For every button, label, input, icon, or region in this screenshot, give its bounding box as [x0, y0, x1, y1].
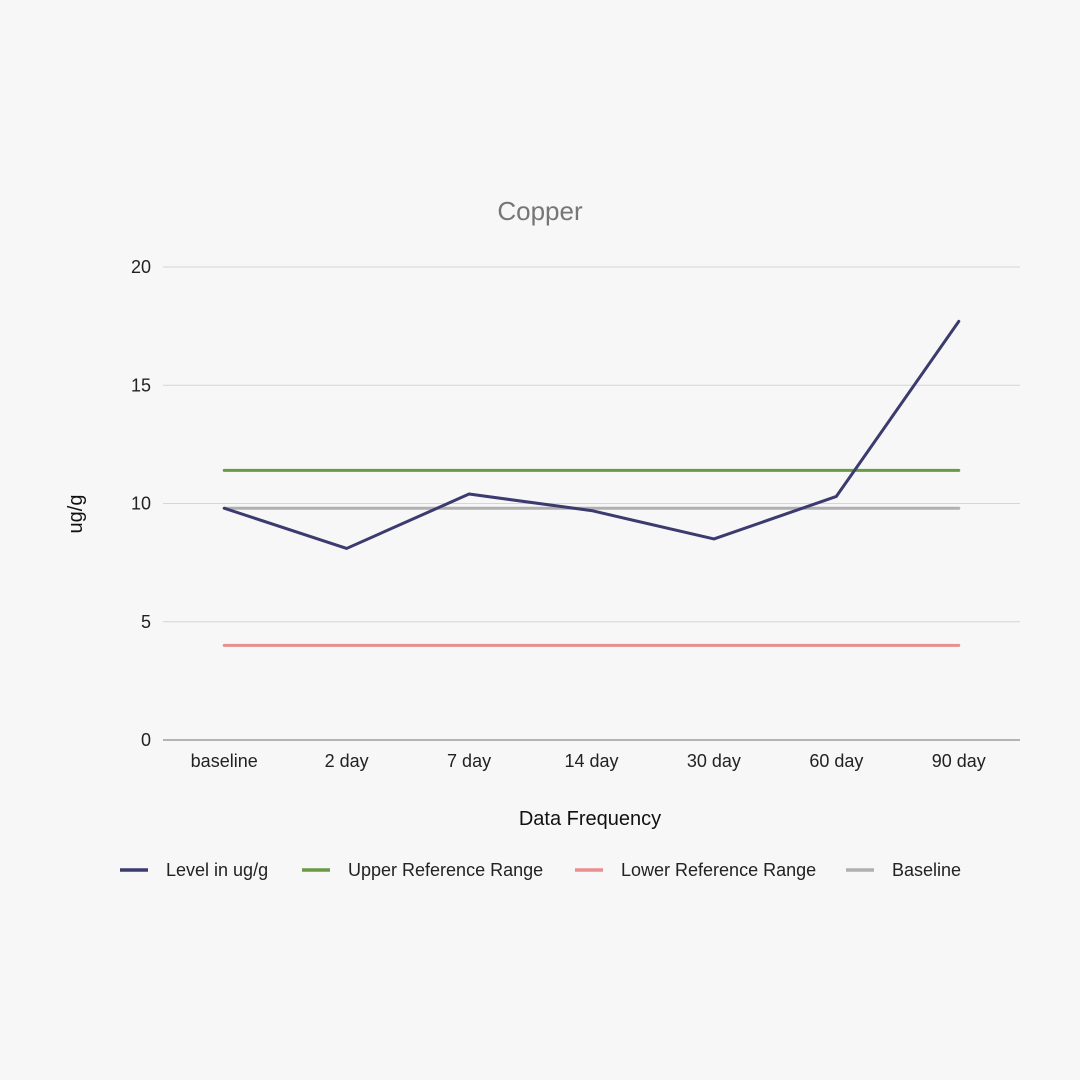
x-tick-label: 90 day — [932, 751, 986, 771]
legend-label: Level in ug/g — [166, 860, 268, 880]
legend-label: Upper Reference Range — [348, 860, 543, 880]
chart-title: Copper — [497, 196, 583, 226]
x-tick-label: 2 day — [325, 751, 369, 771]
y-tick-label: 10 — [131, 494, 151, 514]
legend-label: Baseline — [892, 860, 961, 880]
gridlines — [163, 266, 1020, 623]
legend-label: Lower Reference Range — [621, 860, 816, 880]
x-tick-label: 60 day — [809, 751, 863, 771]
x-axis-title: Data Frequency — [519, 808, 661, 830]
y-tick-label: 20 — [131, 257, 151, 277]
y-axis-title: ug/g — [65, 495, 87, 534]
y-axis-tick-labels: 0 5 10 15 20 — [131, 257, 151, 750]
x-axis: baseline 2 day 7 day 14 day 30 day 60 day 90 d… — [163, 739, 1020, 771]
x-tick-label: 7 day — [447, 751, 491, 771]
series-lines — [222, 319, 961, 647]
legend: Level in ug/g Upper Reference Range Lower … — [120, 860, 961, 880]
x-tick-label: 14 day — [564, 751, 618, 771]
x-tick-label: 30 day — [687, 751, 741, 771]
x-tick-label: baseline — [191, 751, 258, 771]
y-tick-label: 5 — [141, 612, 151, 632]
y-tick-label: 0 — [141, 730, 151, 750]
y-tick-label: 15 — [131, 375, 151, 395]
series-line-0 — [222, 319, 961, 550]
